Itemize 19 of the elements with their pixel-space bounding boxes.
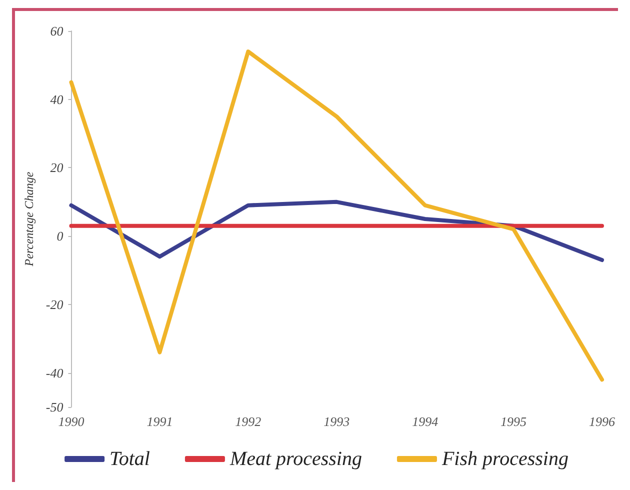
y-tick-label: 0 [56,228,64,244]
x-tick-label: 1994 [412,414,439,429]
y-tick-label: 20 [50,160,64,176]
y-tick-label: 40 [50,92,64,107]
x-tick-label: 1996 [589,414,616,429]
legend-label: Fish processing [440,448,568,470]
x-tick-label: 1992 [235,414,262,429]
x-tick-label: 1993 [324,414,350,429]
x-tick-label: 1995 [500,414,528,429]
x-tick-label: 1991 [146,414,173,429]
x-tick-label: 1990 [58,414,85,429]
y-tick-label: -20 [46,296,64,312]
y-axis-title: Percentage Change [22,171,36,268]
y-tick-label: -50 [46,400,64,414]
y-tick-label: 60 [50,24,64,38]
legend-label: Meat processing [228,448,362,470]
line-series [69,50,604,382]
legend-label: Total [110,448,150,470]
y-tick-label: -40 [46,365,64,380]
